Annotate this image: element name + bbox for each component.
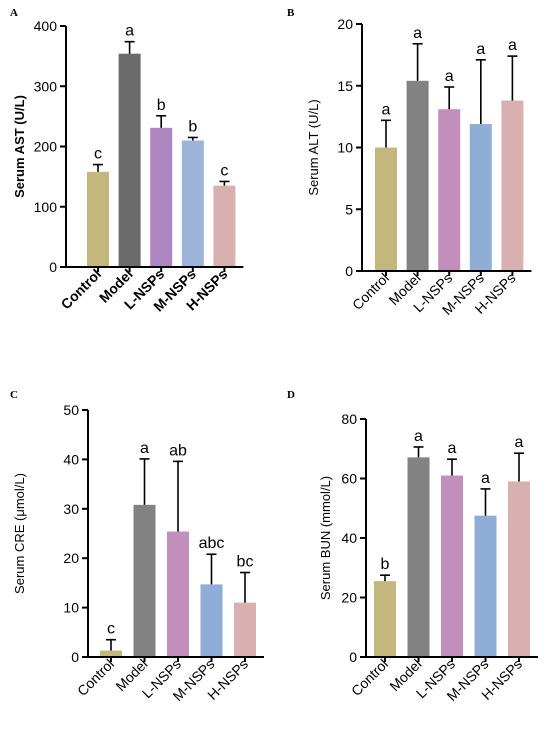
bar bbox=[508, 481, 530, 657]
significance-label: a bbox=[476, 41, 485, 58]
bar bbox=[181, 140, 204, 267]
y-tick-label: 40 bbox=[341, 530, 357, 546]
bar bbox=[469, 124, 492, 271]
significance-label: a bbox=[445, 68, 454, 85]
y-tick-label: 200 bbox=[34, 139, 58, 155]
significance-label: a bbox=[515, 434, 524, 451]
significance-label: a bbox=[414, 428, 423, 445]
y-tick-label: 0 bbox=[49, 259, 57, 275]
y-tick-label: 0 bbox=[71, 649, 79, 665]
panel-letter: B bbox=[287, 7, 295, 19]
y-tick-label: 100 bbox=[34, 199, 58, 215]
bar bbox=[406, 80, 429, 271]
bar bbox=[118, 53, 141, 268]
y-tick-label: 400 bbox=[34, 18, 58, 34]
bar bbox=[438, 109, 461, 271]
y-tick-label: 20 bbox=[341, 590, 357, 606]
significance-label: bc bbox=[237, 554, 254, 571]
significance-label: c bbox=[94, 146, 102, 163]
significance-label: a bbox=[448, 440, 457, 457]
panel-letter: C bbox=[10, 389, 18, 401]
y-tick-label: 30 bbox=[63, 501, 79, 517]
significance-label: abc bbox=[199, 535, 225, 552]
y-tick-label: 80 bbox=[341, 411, 357, 427]
significance-label: a bbox=[508, 37, 517, 54]
panel-letter: A bbox=[10, 7, 18, 19]
bar bbox=[234, 602, 256, 657]
y-tick-label: 20 bbox=[63, 550, 79, 566]
x-tick-label: Control bbox=[349, 270, 392, 313]
bar bbox=[133, 504, 156, 657]
y-tick-label: 5 bbox=[345, 201, 353, 217]
y-axis-label: Serum CRE (μmol/L) bbox=[12, 473, 27, 594]
significance-label: b bbox=[188, 118, 197, 135]
bar bbox=[200, 584, 223, 657]
x-tick-label: Control bbox=[74, 656, 117, 699]
y-axis-label: Serum AST (U/L) bbox=[12, 95, 27, 198]
significance-label: ab bbox=[169, 442, 187, 459]
bar bbox=[501, 100, 524, 271]
significance-label: c bbox=[220, 162, 228, 179]
y-axis-label: Serum ALT (U/L) bbox=[306, 99, 321, 195]
bar bbox=[150, 127, 173, 267]
bar bbox=[407, 457, 430, 657]
y-tick-label: 10 bbox=[337, 140, 353, 156]
y-tick-label: 300 bbox=[34, 78, 58, 94]
bar bbox=[441, 475, 463, 657]
bar bbox=[100, 650, 122, 657]
bar bbox=[213, 185, 236, 267]
significance-label: c bbox=[107, 621, 115, 638]
significance-label: a bbox=[481, 470, 490, 487]
x-tick-label: Control bbox=[58, 266, 105, 313]
bar bbox=[474, 515, 497, 657]
significance-label: b bbox=[381, 556, 390, 573]
significance-label: b bbox=[157, 97, 166, 114]
y-tick-label: 40 bbox=[63, 451, 79, 467]
bar bbox=[167, 531, 189, 657]
y-tick-label: 60 bbox=[341, 471, 357, 487]
bar bbox=[375, 147, 397, 271]
y-tick-label: 0 bbox=[349, 649, 357, 665]
y-tick-label: 15 bbox=[337, 78, 353, 94]
y-tick-label: 0 bbox=[345, 263, 353, 279]
bar bbox=[87, 171, 109, 267]
bar bbox=[374, 581, 396, 657]
significance-label: a bbox=[125, 23, 134, 40]
panel-letter: D bbox=[287, 389, 295, 401]
significance-label: a bbox=[140, 440, 149, 457]
significance-label: a bbox=[413, 25, 422, 42]
y-axis-label: Serum BUN (mmol/L) bbox=[318, 476, 333, 600]
y-tick-label: 50 bbox=[63, 402, 79, 418]
y-tick-label: 20 bbox=[337, 16, 353, 32]
significance-label: a bbox=[382, 101, 391, 118]
y-tick-label: 10 bbox=[63, 600, 79, 616]
